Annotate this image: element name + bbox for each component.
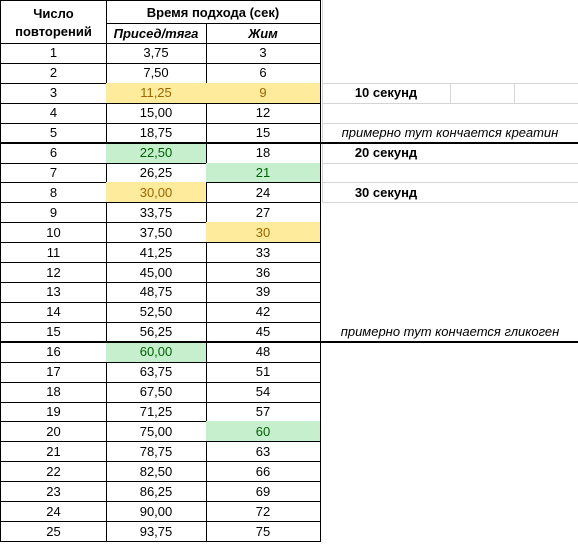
reps-cell: 3 bbox=[0, 82, 107, 104]
squat-cell: 48,75 bbox=[106, 282, 207, 303]
squat-cell: 60,00 bbox=[106, 341, 207, 363]
reps-cell: 16 bbox=[0, 341, 107, 363]
reps-cell: 9 bbox=[0, 202, 107, 224]
press-cell: 36 bbox=[206, 262, 321, 284]
reps-cell: 19 bbox=[0, 401, 107, 423]
reps-cell: 14 bbox=[0, 301, 107, 323]
squat-cell: 11,25 bbox=[106, 82, 207, 104]
grid-line bbox=[322, 0, 323, 203]
reps-cell: 20 bbox=[0, 421, 107, 443]
reps-cell: 13 bbox=[0, 282, 107, 303]
reps-cell: 17 bbox=[0, 361, 107, 383]
reps-cell: 18 bbox=[0, 381, 107, 403]
press-cell: 12 bbox=[206, 102, 321, 124]
reps-cell: 24 bbox=[0, 501, 107, 523]
press-cell: 9 bbox=[206, 82, 321, 104]
squat-cell: 33,75 bbox=[106, 202, 207, 224]
press-cell: 30 bbox=[206, 222, 321, 244]
note-label: примерно тут кончается гликоген bbox=[340, 324, 560, 340]
squat-cell: 86,25 bbox=[106, 481, 207, 503]
reps-cell: 10 bbox=[0, 222, 107, 244]
squat-cell: 56,25 bbox=[106, 321, 207, 343]
press-cell: 39 bbox=[206, 282, 321, 303]
reps-cell: 12 bbox=[0, 262, 107, 284]
time-marker-label: 20 секунд bbox=[354, 145, 418, 161]
grid-line bbox=[450, 82, 451, 103]
note-label: примерно тут кончается креатин bbox=[341, 125, 559, 141]
reps-cell: 23 bbox=[0, 481, 107, 503]
section-divider bbox=[0, 142, 578, 144]
reps-cell: 6 bbox=[0, 142, 107, 164]
reps-cell: 1 bbox=[0, 43, 107, 64]
press-cell: 3 bbox=[206, 43, 321, 64]
squat-cell: 22,50 bbox=[106, 142, 207, 164]
press-cell: 18 bbox=[206, 142, 321, 164]
press-cell: 24 bbox=[206, 182, 321, 204]
reps-cell: 2 bbox=[0, 62, 107, 84]
squat-cell: 18,75 bbox=[106, 122, 207, 144]
reps-header: Число повторений bbox=[0, 0, 107, 44]
squat-cell: 52,50 bbox=[106, 301, 207, 323]
squat-cell: 45,00 bbox=[106, 262, 207, 284]
press-cell: 57 bbox=[206, 401, 321, 423]
reps-header-line1: Число bbox=[33, 5, 74, 21]
press-cell: 75 bbox=[206, 521, 321, 542]
press-cell: 60 bbox=[206, 421, 321, 443]
squat-cell: 37,50 bbox=[106, 222, 207, 244]
grid-line bbox=[322, 103, 578, 104]
section-divider bbox=[0, 341, 578, 343]
press-cell: 6 bbox=[206, 62, 321, 84]
press-cell: 27 bbox=[206, 202, 321, 224]
time-header: Время подхода (сек) bbox=[106, 0, 321, 24]
squat-cell: 71,25 bbox=[106, 401, 207, 423]
reps-header-line2: повторений bbox=[15, 23, 92, 39]
press-header: Жим bbox=[206, 23, 321, 44]
squat-cell: 3,75 bbox=[106, 43, 207, 64]
squat-cell: 67,50 bbox=[106, 381, 207, 403]
grid-line bbox=[514, 82, 515, 103]
squat-cell: 41,25 bbox=[106, 242, 207, 264]
grid-line bbox=[322, 83, 578, 84]
squat-cell: 90,00 bbox=[106, 501, 207, 523]
press-cell: 45 bbox=[206, 321, 321, 343]
reps-cell: 22 bbox=[0, 461, 107, 483]
reps-cell: 8 bbox=[0, 182, 107, 204]
squat-cell: 82,50 bbox=[106, 461, 207, 483]
reps-cell: 25 bbox=[0, 521, 107, 542]
press-cell: 72 bbox=[206, 501, 321, 523]
squat-cell: 26,25 bbox=[106, 162, 207, 184]
reps-cell: 21 bbox=[0, 441, 107, 463]
squat-cell: 63,75 bbox=[106, 361, 207, 383]
press-cell: 51 bbox=[206, 361, 321, 383]
squat-cell: 93,75 bbox=[106, 521, 207, 542]
press-cell: 66 bbox=[206, 461, 321, 483]
press-cell: 33 bbox=[206, 242, 321, 264]
press-cell: 15 bbox=[206, 122, 321, 144]
reps-cell: 15 bbox=[0, 321, 107, 343]
squat-cell: 78,75 bbox=[106, 441, 207, 463]
grid-line bbox=[322, 163, 578, 164]
squat-header: Присед/тяга bbox=[106, 23, 207, 44]
reps-cell: 11 bbox=[0, 242, 107, 264]
time-marker-label: 10 секунд bbox=[354, 85, 418, 101]
grid-line bbox=[322, 202, 578, 203]
grid-line bbox=[322, 123, 578, 124]
press-cell: 42 bbox=[206, 301, 321, 323]
press-cell: 54 bbox=[206, 381, 321, 403]
press-cell: 21 bbox=[206, 162, 321, 184]
reps-cell: 5 bbox=[0, 122, 107, 144]
squat-cell: 7,50 bbox=[106, 62, 207, 84]
press-cell: 48 bbox=[206, 341, 321, 363]
squat-cell: 30,00 bbox=[106, 182, 207, 204]
press-cell: 63 bbox=[206, 441, 321, 463]
reps-cell: 4 bbox=[0, 102, 107, 124]
reps-cell: 7 bbox=[0, 162, 107, 184]
press-cell: 69 bbox=[206, 481, 321, 503]
squat-cell: 15,00 bbox=[106, 102, 207, 124]
squat-cell: 75,00 bbox=[106, 421, 207, 443]
time-marker-label: 30 секунд bbox=[354, 184, 418, 200]
grid-line bbox=[322, 182, 578, 183]
